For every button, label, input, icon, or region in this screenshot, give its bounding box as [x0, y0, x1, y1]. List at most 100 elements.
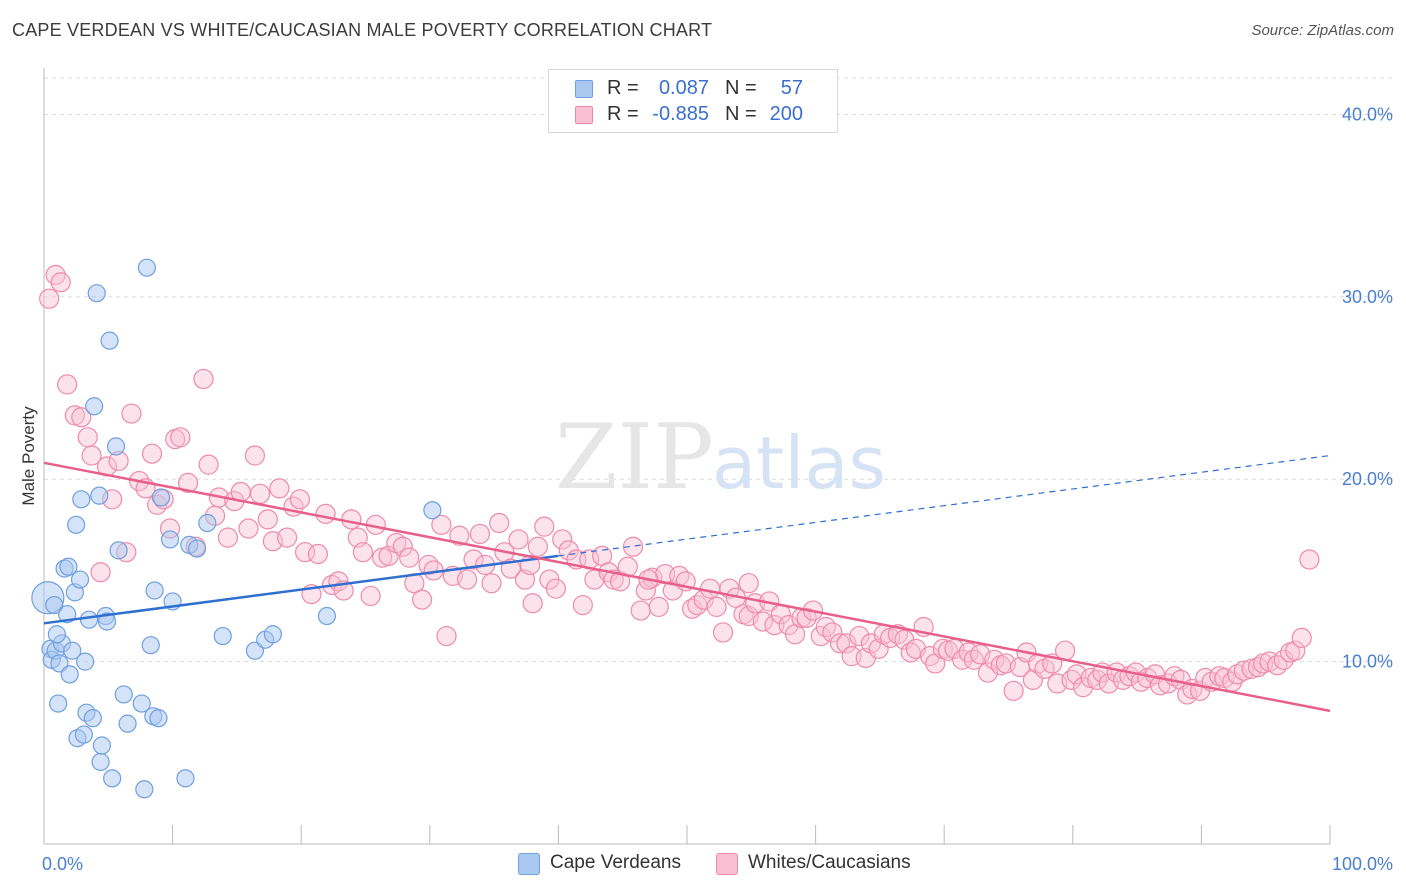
data-point-cape-verdeans — [60, 665, 79, 684]
data-point-cape-verdeans — [160, 530, 180, 549]
data-point-whites — [738, 573, 759, 594]
data-point-cape-verdeans — [176, 769, 195, 788]
data-point-whites — [630, 600, 651, 621]
data-point-cape-verdeans — [85, 397, 104, 416]
axes — [43, 68, 1331, 845]
data-point-whites — [622, 536, 644, 557]
data-point-whites — [198, 454, 219, 475]
bottom-legend-swatch-blue — [518, 853, 540, 875]
data-point-cape-verdeans — [72, 490, 91, 509]
data-point-cape-verdeans — [70, 570, 90, 589]
y-tick-label: 10.0% — [1342, 652, 1393, 672]
data-point-cape-verdeans — [423, 501, 442, 520]
data-point-whites — [141, 443, 163, 464]
series-cape-verdeans — [31, 258, 442, 799]
data-point-whites — [1299, 549, 1320, 570]
series-whites-caucasians — [39, 264, 1320, 705]
data-point-whites — [449, 525, 470, 546]
data-point-cape-verdeans — [132, 694, 151, 713]
data-point-whites — [481, 573, 502, 594]
data-point-cape-verdeans — [59, 557, 78, 576]
data-point-whites — [276, 527, 298, 548]
data-point-cape-verdeans — [141, 636, 160, 655]
data-point-whites — [984, 649, 1005, 670]
data-point-whites — [552, 529, 573, 550]
data-point-cape-verdeans — [106, 437, 126, 456]
data-point-cape-verdeans — [137, 258, 156, 277]
data-point-whites — [436, 625, 457, 647]
data-point-cape-verdeans — [213, 626, 232, 646]
data-point-whites — [764, 615, 785, 636]
data-point-whites — [706, 596, 727, 618]
data-point-cape-verdeans — [187, 539, 207, 558]
data-point-whites — [522, 593, 543, 614]
data-point-whites — [352, 542, 374, 563]
legend-r-label: R = — [607, 103, 639, 125]
data-point-whites — [508, 529, 529, 550]
x-tick-label: 100.0% — [1332, 854, 1393, 874]
legend-swatch-pink — [575, 106, 593, 124]
data-point-whites — [1291, 627, 1312, 649]
data-point-whites — [257, 509, 278, 530]
data-point-cape-verdeans — [263, 625, 283, 644]
data-point-whites — [294, 542, 316, 563]
y-tick-label: 40.0% — [1342, 104, 1393, 124]
data-point-cape-verdeans — [100, 331, 119, 350]
data-point-whites — [90, 562, 111, 583]
data-point-whites — [244, 445, 266, 466]
data-point-whites — [170, 427, 191, 448]
data-point-whites — [217, 527, 238, 548]
data-point-whites — [315, 503, 336, 524]
data-point-whites — [469, 523, 491, 545]
data-point-whites — [57, 374, 78, 395]
data-point-whites — [431, 514, 452, 535]
data-point-whites — [411, 589, 433, 610]
y-tick-label: 30.0% — [1342, 287, 1393, 307]
data-point-whites — [963, 649, 984, 670]
data-point-whites — [238, 518, 259, 539]
data-point-cape-verdeans — [47, 625, 66, 644]
data-point-cape-verdeans — [67, 515, 86, 534]
data-point-cape-verdeans — [109, 541, 128, 560]
data-point-cape-verdeans — [45, 595, 64, 615]
data-point-whites — [822, 622, 843, 643]
data-point-cape-verdeans — [91, 752, 110, 772]
data-point-whites — [177, 472, 199, 493]
data-point-cape-verdeans — [135, 780, 154, 799]
data-point-cape-verdeans — [198, 513, 217, 533]
data-point-cape-verdeans — [151, 488, 171, 507]
gridlines — [44, 77, 1392, 663]
data-point-whites — [341, 509, 362, 530]
data-point-whites — [399, 547, 420, 568]
data-point-whites — [71, 407, 92, 428]
data-point-cape-verdeans — [83, 709, 102, 728]
legend-n-value: 57 — [780, 77, 803, 99]
data-point-whites — [815, 616, 836, 638]
data-point-whites — [829, 633, 851, 654]
data-point-whites — [456, 569, 478, 590]
legend-n-label: N = — [725, 103, 757, 125]
trendline-cape-verdeans — [43, 554, 559, 625]
data-point-whites — [534, 516, 555, 537]
data-point-whites — [810, 625, 831, 647]
data-point-whites — [1285, 640, 1306, 661]
data-point-whites — [836, 633, 857, 654]
legend-row-cape-verdeans: R = 0.087 N = 57 — [549, 76, 837, 102]
legend-swatch-blue — [575, 80, 593, 98]
chart-source: Source: ZipAtlas.com — [1251, 22, 1394, 39]
watermark-zip: ZIP — [555, 405, 714, 510]
data-point-cape-verdeans — [76, 652, 95, 671]
data-point-cape-verdeans — [145, 581, 164, 600]
trendline-whites — [43, 461, 1331, 713]
data-point-whites — [752, 611, 773, 632]
data-point-whites — [648, 596, 669, 618]
y-axis-label: Male Poverty — [19, 406, 38, 506]
data-point-whites — [392, 536, 413, 557]
data-point-whites — [249, 483, 271, 504]
data-point-whites — [849, 625, 870, 647]
trendline-cape-verdeans-extrapolated — [558, 454, 1331, 557]
legend-r-value: -0.885 — [652, 103, 709, 125]
watermark: ZIP atlas — [555, 405, 886, 510]
data-point-whites — [378, 545, 399, 566]
data-point-whites — [121, 403, 142, 424]
